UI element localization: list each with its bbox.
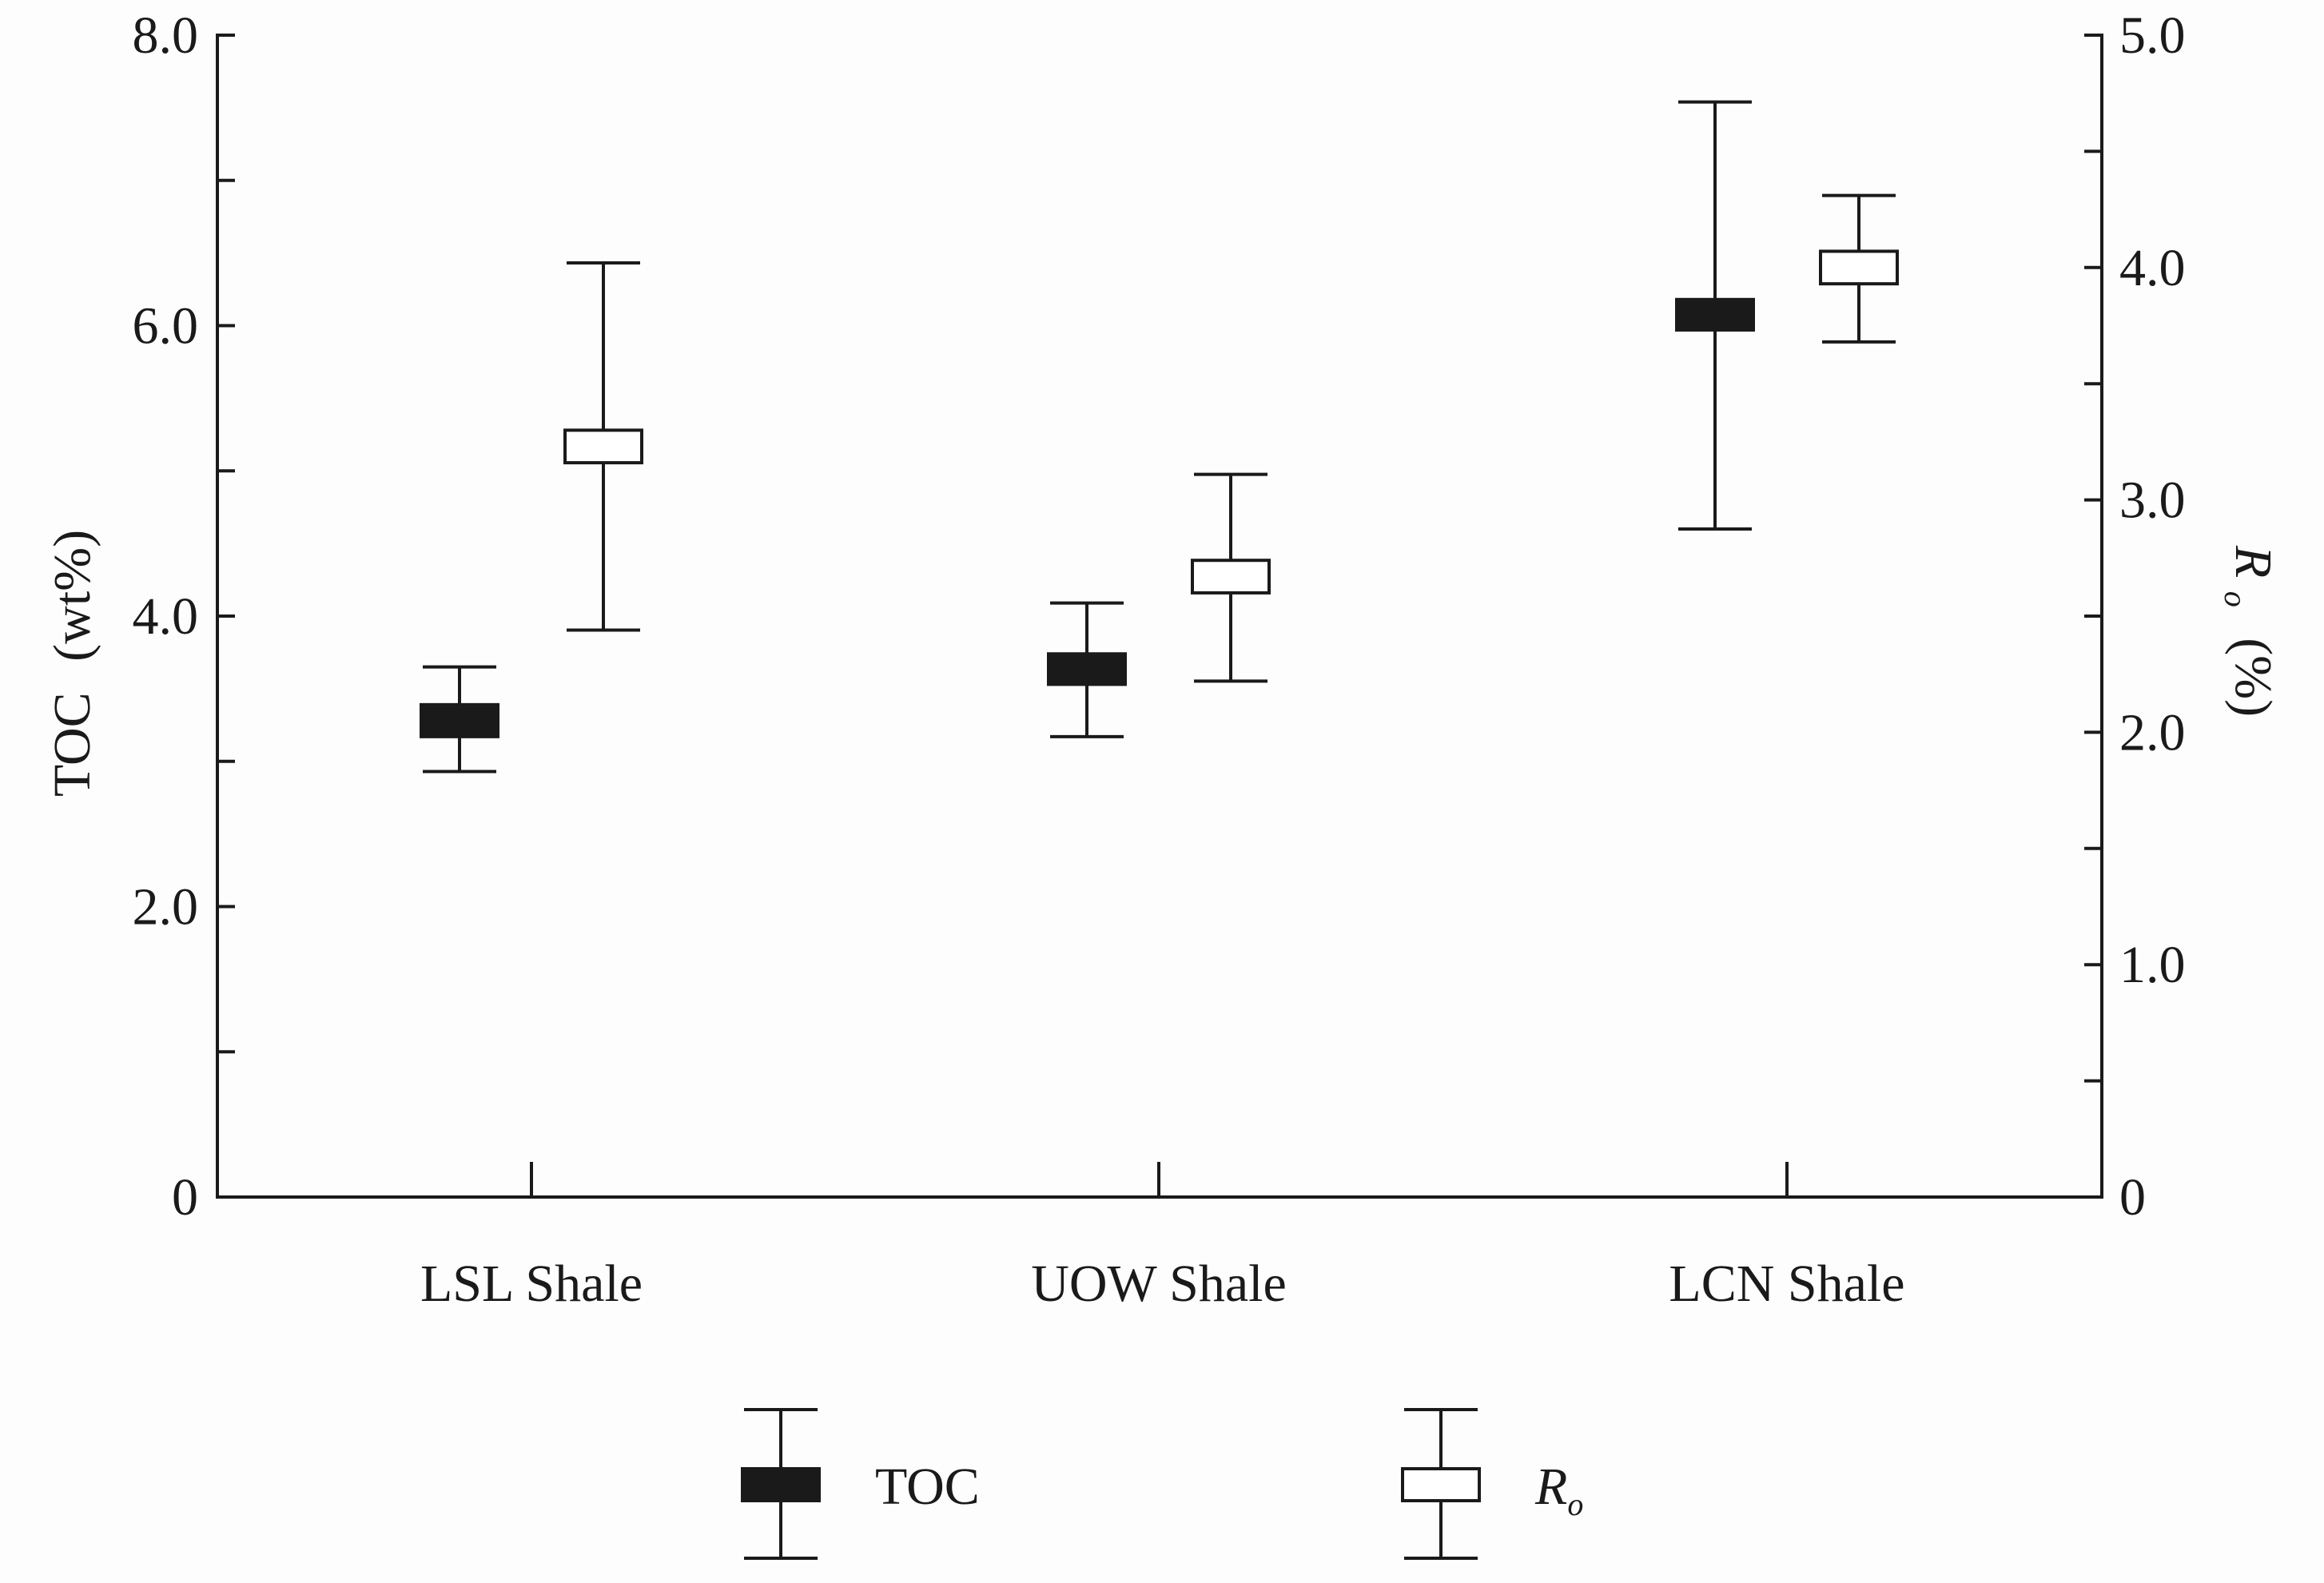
series-toc-mark (1047, 601, 1127, 738)
y-right-title-main: R (2224, 545, 2282, 578)
legend-swatch (741, 1467, 821, 1502)
y-left-tick-label: 6.0 (133, 297, 199, 356)
y-left-title-main: TOC (43, 692, 101, 797)
plot-marks (420, 100, 1899, 774)
y-right-title-unit: (%) (2224, 638, 2282, 717)
legend-label: Ro (1534, 1458, 1583, 1522)
y-left-tick-label: 8.0 (133, 6, 199, 65)
series-r-mark (1191, 472, 1271, 683)
legend-swatch (1401, 1467, 1481, 1502)
box (563, 428, 643, 465)
box (420, 702, 499, 738)
y-right-tick-label: 4.0 (2119, 239, 2186, 297)
series-r-mark (563, 261, 643, 632)
y-right-axis-title: R o (%) (2213, 545, 2282, 717)
y-left-tick-label: 2.0 (133, 878, 199, 937)
series-toc-mark (420, 665, 499, 774)
y-left-tick-label: 4.0 (133, 587, 199, 646)
legend-label: TOC (875, 1458, 980, 1516)
axes: 0 2.0 4.0 6.0 8.0 0 1.0 2.0 3.0 4.0 5.0 LSL Shale UO… (133, 6, 2186, 1313)
y-right-tick-label: 0 (2119, 1168, 2146, 1227)
legend-entry: TOC (741, 1408, 980, 1560)
y-right-title-sub: o (2218, 591, 2254, 607)
series-toc-mark (1675, 100, 1755, 531)
box (1819, 249, 1899, 286)
series-r-mark (1819, 193, 1899, 344)
y-right-tick-label: 1.0 (2119, 936, 2186, 994)
x-tick-label: LCN Shale (1669, 1255, 1904, 1313)
box (1675, 297, 1755, 332)
y-right-tick-label: 2.0 (2119, 703, 2186, 762)
legend: TOC Ro (741, 1408, 1583, 1560)
y-left-title-unit: (wt%) (43, 530, 101, 662)
x-tick-label: LSL Shale (420, 1255, 643, 1313)
y-right-tick-label: 5.0 (2119, 6, 2186, 65)
x-tick-label: UOW Shale (1031, 1255, 1287, 1313)
y-left-axis-title: TOC (wt%) (43, 530, 101, 797)
y-right-tick-label: 3.0 (2119, 471, 2186, 530)
box (1191, 559, 1271, 595)
y-left-tick-label: 0 (172, 1168, 198, 1227)
legend-entry: Ro (1401, 1408, 1583, 1560)
box (1047, 652, 1127, 686)
